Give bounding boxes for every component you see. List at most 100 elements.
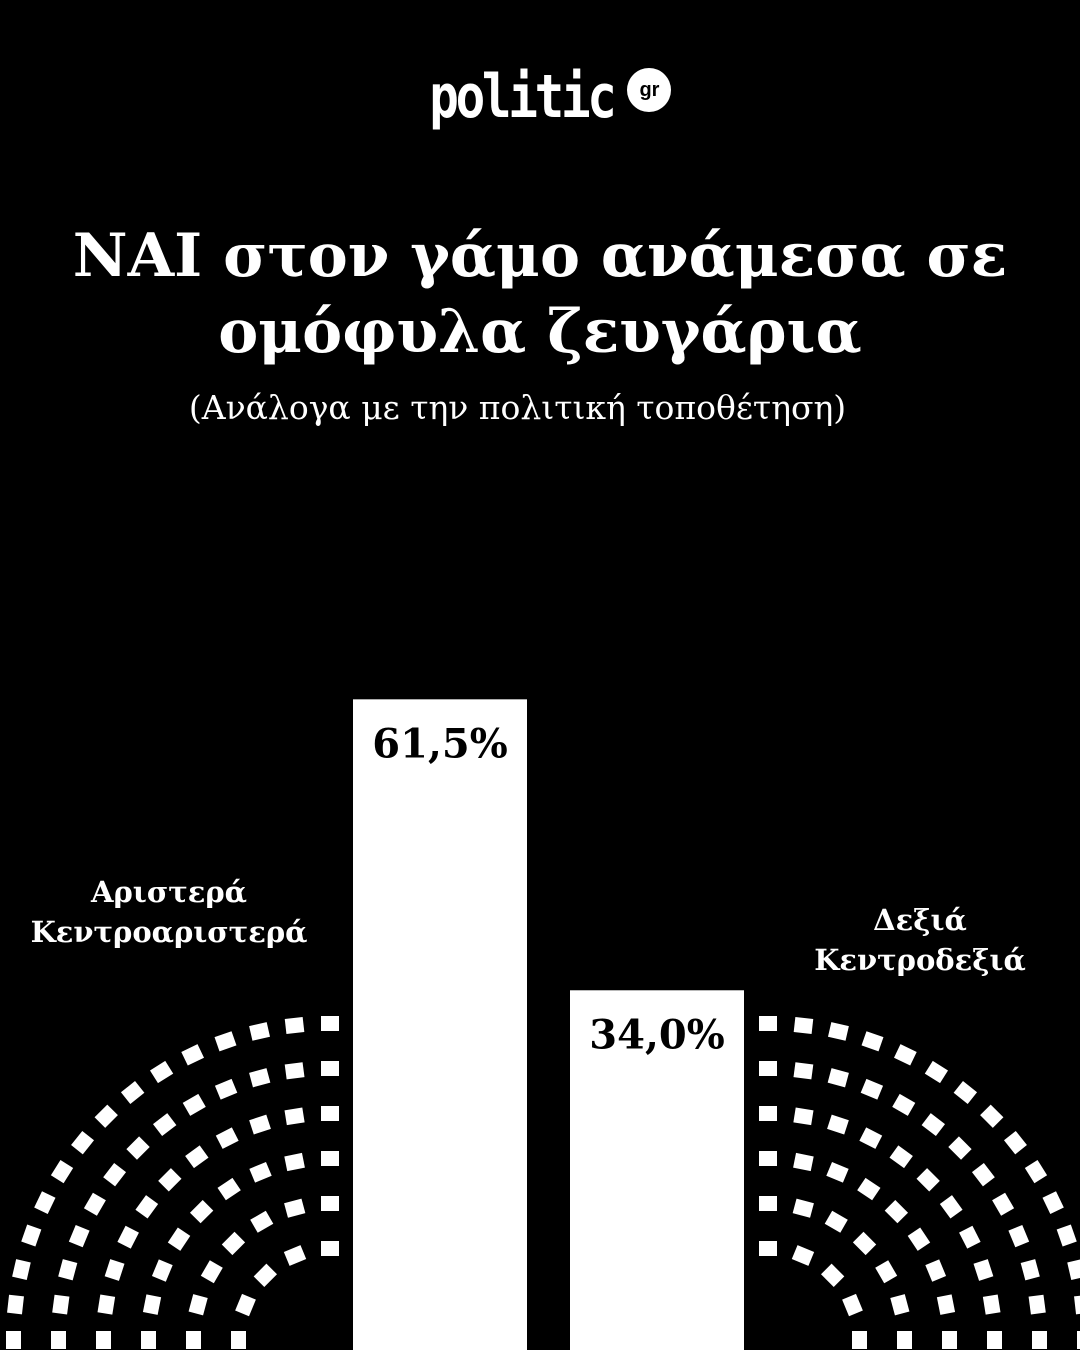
seat-icon [284,1017,305,1034]
logo-badge: gr [627,68,672,112]
bar-value-label-right: 34,0% [589,1011,724,1058]
chart-title: ΝΑΙ στον γάμο ανάμεσα σε ομόφυλα ζευγάρι… [72,221,1008,367]
seat-icon [827,1022,849,1041]
seat-icon [759,1106,777,1121]
seat-icon [857,1177,881,1201]
seat-icon [83,1192,106,1216]
seat-icon [50,1159,74,1184]
seat-icon [791,1245,815,1266]
seat-icon [921,1113,946,1137]
seat-icon [142,1294,162,1315]
seat-icon [924,1060,949,1084]
seat-icon [973,1259,994,1281]
seat-icon [1008,1224,1030,1248]
seat-icon [217,1177,241,1201]
seat-icon [167,1227,191,1251]
seat-icon [759,1016,777,1031]
seat-icon [1032,1331,1047,1349]
seat-icon [971,1162,995,1187]
seat-icon [875,1260,898,1284]
seat-icon [6,1331,21,1349]
seat-icon [141,1331,156,1349]
seat-icon [21,1224,42,1247]
seat-icon [284,1198,306,1218]
seat-icon [97,1294,116,1315]
seat-icon [120,1081,145,1105]
seat-icon [152,1113,177,1137]
seat-icon [321,1151,339,1166]
seat-icon [321,1241,339,1256]
seat-icon [284,1152,305,1172]
parliament-icon-right [759,1016,1080,1349]
seat-icon [231,1331,246,1349]
seat-icon [980,1104,1004,1128]
seat-icon [884,1199,909,1224]
seat-icon [253,1263,278,1288]
seat-icon [235,1293,256,1317]
bar-value-label-left: 61,5% [372,720,507,767]
seat-icon [792,1198,814,1218]
category-label-right-line1: Δεξιά [873,903,967,937]
seat-icon [916,1168,940,1192]
seat-icon [939,1195,963,1219]
seat-icon [1056,1224,1077,1247]
bar-left [353,699,527,1350]
seat-icon [925,1259,947,1282]
seat-icon [827,1068,849,1088]
seat-icon [96,1331,111,1349]
category-label-left-line2: Κεντροαριστερά [30,915,308,949]
seat-icon [890,1294,910,1316]
seat-icon [793,1152,814,1172]
seat-icon [861,1031,884,1052]
seat-icon [126,1136,150,1160]
seat-icon [1028,1294,1046,1315]
seat-icon [793,1107,814,1126]
seat-icon [793,1017,814,1034]
seat-icon [842,1293,863,1317]
seat-icon [71,1130,95,1155]
seat-icon [907,1227,931,1251]
seat-icon [936,1294,956,1315]
seat-icon [959,1225,981,1249]
seat-icon [7,1294,24,1315]
seat-icon [826,1161,849,1183]
category-label-left: Αριστερά Κεντροαριστερά [0,872,338,952]
seat-icon [188,1294,208,1316]
brand-logo: politic gr [0,62,1080,132]
seat-icon [1003,1130,1027,1155]
seat-icon [897,1331,912,1349]
seat-icon [942,1331,957,1349]
seat-icon [34,1191,56,1215]
seat-icon [892,1093,916,1116]
seat-icon [214,1031,237,1052]
seat-icon [982,1294,1001,1315]
seat-icon [58,1259,78,1281]
seat-icon [158,1168,182,1192]
parliament-icon-left [6,1016,339,1349]
seat-icon [824,1210,848,1233]
seat-icon [820,1263,845,1288]
seat-icon [249,1161,272,1183]
seat-icon [189,1199,214,1224]
seat-icon [68,1224,90,1248]
seat-icon [221,1231,246,1256]
seat-icon [149,1060,174,1084]
seat-icon [889,1145,913,1169]
seat-icon [1024,1159,1048,1184]
seat-icon [1020,1259,1040,1281]
seat-icon [186,1331,201,1349]
category-label-left-line1: Αριστερά [91,875,247,909]
logo-text: politic [428,62,617,132]
seat-icon [987,1331,1002,1349]
seat-icon [321,1016,339,1031]
seat-icon [104,1259,125,1281]
seat-icon [12,1259,31,1281]
seat-icon [249,1068,271,1088]
seat-icon [321,1196,339,1211]
bar-right [570,990,744,1350]
bars-group: 61,5% 34,0% [353,699,744,1350]
seat-icon [200,1260,223,1284]
seat-icon [94,1104,118,1128]
seat-icon [953,1081,978,1105]
seat-icon [283,1245,307,1266]
